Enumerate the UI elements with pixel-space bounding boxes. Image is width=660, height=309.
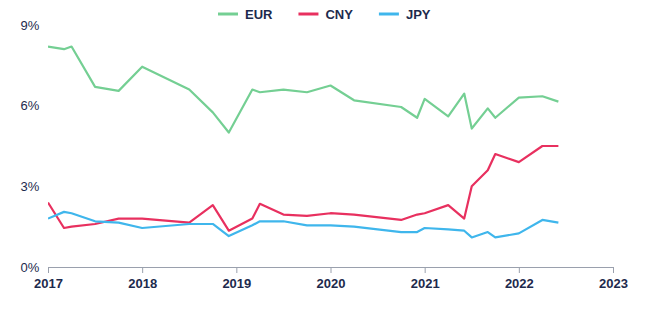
- y-axis-line: [48, 26, 49, 268]
- x-tick-mark: [519, 267, 520, 273]
- legend-swatch: [379, 13, 399, 16]
- y-tick: 9%: [21, 18, 48, 33]
- series-line: [48, 146, 558, 231]
- x-tick-mark: [331, 267, 332, 273]
- x-tick: 2018: [128, 267, 157, 291]
- legend-label: JPY: [406, 7, 431, 22]
- plot: 0% 3% 6% 9% 2017 2018 2019 2020 2021 2022 2023: [21, 18, 628, 292]
- x-tick-mark: [142, 267, 143, 273]
- y-tick-label: 9%: [21, 18, 40, 33]
- legend: EUR CNY JPY: [218, 7, 431, 22]
- y-tick-label: 3%: [21, 179, 40, 194]
- x-tick-label: 2018: [128, 276, 157, 291]
- series-line: [48, 47, 558, 133]
- y-tick: 0%: [21, 260, 48, 275]
- x-axis: 2017 2018 2019 2020 2021 2022 2023: [34, 267, 628, 291]
- x-tick: 2023: [599, 267, 628, 291]
- y-tick: 6%: [21, 98, 48, 113]
- y-tick-label: 0%: [21, 260, 40, 275]
- y-tick: 3%: [21, 179, 48, 194]
- legend-swatch: [298, 13, 318, 16]
- x-tick-label: 2022: [505, 276, 534, 291]
- x-tick-label: 2023: [599, 276, 628, 291]
- x-tick: 2021: [411, 267, 440, 291]
- x-tick-label: 2019: [222, 276, 251, 291]
- legend-swatch: [218, 13, 238, 16]
- x-tick-mark: [48, 267, 49, 273]
- x-tick-mark: [425, 267, 426, 273]
- x-tick: 2022: [505, 267, 534, 291]
- legend-label: CNY: [325, 7, 353, 22]
- x-tick-label: 2020: [317, 276, 346, 291]
- legend-item: CNY: [298, 7, 353, 22]
- x-tick: 2019: [222, 267, 251, 291]
- x-tick-mark: [613, 267, 614, 273]
- series-line: [48, 212, 558, 238]
- chart: 0% 3% 6% 9% 2017 2018 2019 2020 2021 2022 2023 EUR C…: [0, 0, 660, 309]
- y-axis: 0% 3% 6% 9%: [21, 18, 49, 275]
- x-tick: 2017: [34, 267, 63, 291]
- x-tick-label: 2017: [34, 276, 63, 291]
- y-tick-label: 6%: [21, 98, 40, 113]
- legend-item: JPY: [379, 7, 431, 22]
- legend-item: EUR: [218, 7, 273, 22]
- legend-label: EUR: [245, 7, 273, 22]
- x-tick-label: 2021: [411, 276, 440, 291]
- lines: [48, 47, 558, 238]
- x-tick-mark: [236, 267, 237, 273]
- x-tick: 2020: [317, 267, 346, 291]
